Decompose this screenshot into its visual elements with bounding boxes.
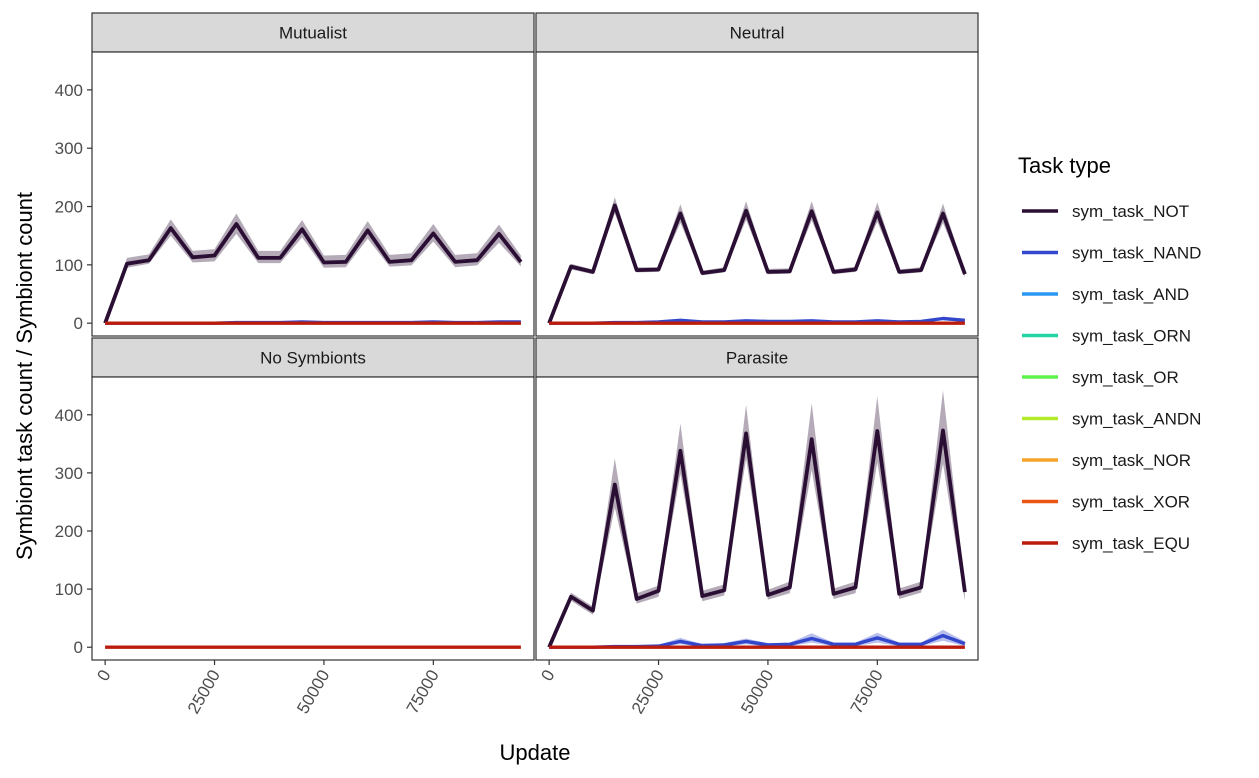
y-tick-label-no-symbionts-100: 100 xyxy=(55,580,83,599)
y-tick-label-mutualist-200: 200 xyxy=(55,198,83,217)
legend-label-sym-task-and: sym_task_AND xyxy=(1072,285,1189,304)
x-axis-title: Update xyxy=(500,740,571,765)
panel-border-no-symbionts xyxy=(91,376,535,661)
facet-strip-no-symbionts xyxy=(91,337,535,378)
series-line-parasite-sym-task-not xyxy=(547,428,967,648)
y-tick-label-no-symbionts-200: 200 xyxy=(55,522,83,541)
x-tick-label-parasite-75000: 75000 xyxy=(847,667,887,717)
x-tick-label-parasite-0: 0 xyxy=(537,667,558,685)
y-tick-label-no-symbionts-300: 300 xyxy=(55,464,83,483)
legend-label-sym-task-nand: sym_task_NAND xyxy=(1072,244,1201,263)
x-tick-label-parasite-50000: 50000 xyxy=(737,667,777,717)
legend-label-sym-task-or: sym_task_OR xyxy=(1072,368,1179,387)
facet-strip-label-parasite: Parasite xyxy=(726,349,788,368)
y-axis-title: Symbiont task count / Symbiont count xyxy=(12,192,37,560)
panel-background-no-symbionts xyxy=(92,377,534,660)
panel-background-mutualist xyxy=(92,52,534,336)
y-tick-label-mutualist-100: 100 xyxy=(55,256,83,275)
x-tick-label-parasite-25000: 25000 xyxy=(628,667,668,717)
facet-strip-parasite xyxy=(535,337,979,378)
y-tick-label-mutualist-0: 0 xyxy=(74,314,83,333)
x-tick-label-no-symbionts-75000: 75000 xyxy=(403,667,443,717)
legend-label-sym-task-orn: sym_task_ORN xyxy=(1072,327,1191,346)
facet-strip-label-mutualist: Mutualist xyxy=(279,24,347,43)
panel-border-parasite xyxy=(535,376,979,661)
legend-label-sym-task-xor: sym_task_XOR xyxy=(1072,493,1190,512)
legend-title: Task type xyxy=(1018,153,1111,178)
facet-strip-mutualist xyxy=(91,12,535,53)
x-tick-label-no-symbionts-0: 0 xyxy=(93,667,114,685)
legend-label-sym-task-andn: sym_task_ANDN xyxy=(1072,410,1201,429)
legend-label-sym-task-equ: sym_task_EQU xyxy=(1072,534,1190,553)
y-tick-label-mutualist-400: 400 xyxy=(55,81,83,100)
series-line-neutral-sym-task-not xyxy=(547,203,967,324)
legend-label-sym-task-nor: sym_task_NOR xyxy=(1072,451,1191,470)
series-line-mutualist-sym-task-not xyxy=(103,222,523,324)
x-tick-label-no-symbionts-25000: 25000 xyxy=(184,667,224,717)
panel-border-mutualist xyxy=(91,51,535,337)
facet-strip-label-neutral: Neutral xyxy=(730,24,785,43)
panel-background-neutral xyxy=(536,52,978,336)
facet-strip-neutral xyxy=(535,12,979,53)
facet-strip-label-no-symbionts: No Symbionts xyxy=(260,349,366,368)
y-tick-label-mutualist-300: 300 xyxy=(55,139,83,158)
y-tick-label-no-symbionts-400: 400 xyxy=(55,406,83,425)
panel-border-neutral xyxy=(535,51,979,337)
x-tick-label-no-symbionts-50000: 50000 xyxy=(293,667,333,717)
legend-label-sym-task-not: sym_task_NOT xyxy=(1072,202,1189,221)
y-tick-label-no-symbionts-0: 0 xyxy=(74,638,83,657)
